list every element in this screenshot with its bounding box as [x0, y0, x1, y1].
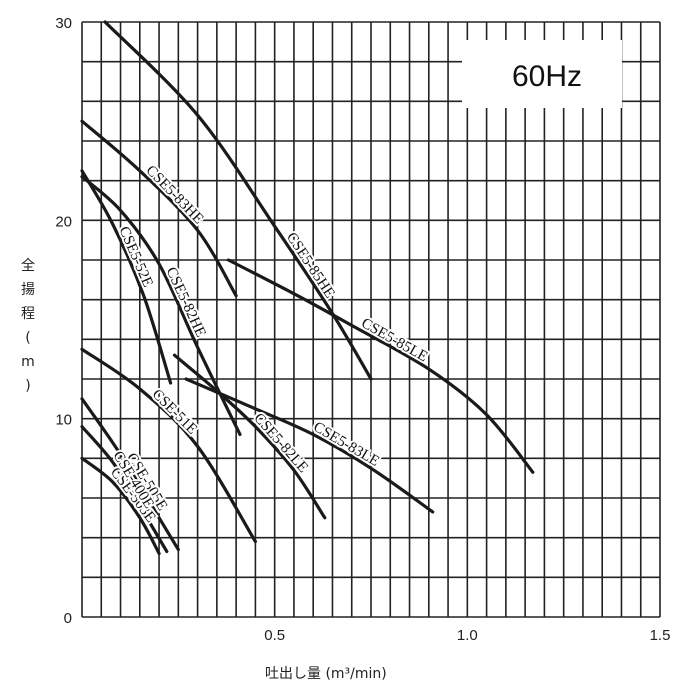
y-axis-label-char: 程 [21, 306, 35, 322]
curves [80, 20, 535, 556]
series-line [80, 456, 161, 556]
x-tick-label: 0.5 [264, 627, 285, 644]
y-tick-label: 20 [55, 213, 72, 230]
series-line [172, 353, 327, 520]
series-line [80, 175, 242, 437]
series-line [80, 347, 257, 544]
series-line [184, 377, 435, 514]
x-axis-label: 吐出し量 (m³/min) [265, 666, 387, 682]
chart-title: 60Hz [512, 60, 582, 93]
y-tick-label: 30 [55, 15, 72, 32]
x-tick-label: 1.0 [457, 627, 478, 644]
series-line [80, 425, 169, 554]
grid [81, 21, 661, 618]
tick-labels: 0 10 20 30 0.5 1.0 1.5 [55, 15, 670, 644]
title-box [462, 40, 622, 108]
y-axis-label: 全揚程 ( m) [21, 257, 35, 394]
series-line [80, 119, 238, 298]
x-tick-label: 1.5 [650, 627, 671, 644]
series-line [80, 397, 180, 552]
y-axis-label-char: 全 [21, 257, 35, 274]
y-axis-label-char: 揚 [21, 281, 35, 298]
series-line [80, 169, 173, 385]
series-line [103, 20, 373, 381]
y-axis-label-char: ( [25, 330, 30, 346]
y-axis-label-char: ) [25, 378, 30, 394]
series-line [226, 258, 535, 474]
y-tick-label: 0 [64, 610, 72, 627]
y-tick-label: 10 [55, 412, 72, 429]
y-axis-label-char: m [21, 354, 35, 370]
